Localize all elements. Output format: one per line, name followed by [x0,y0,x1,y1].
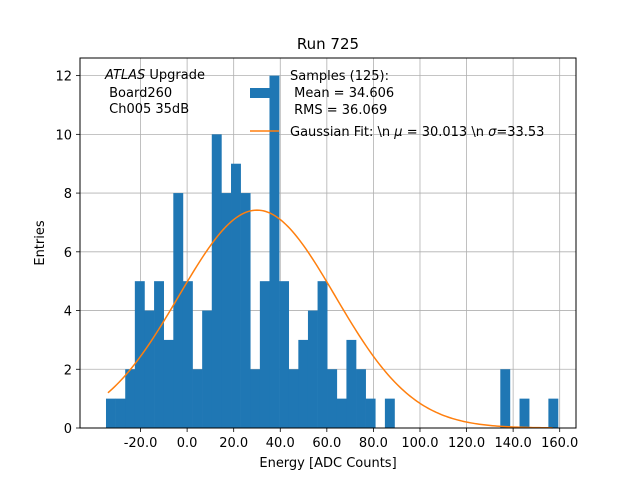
plot-frame [79,57,577,429]
chart-title: Run 725 [297,35,359,53]
histogram-bar [115,398,126,428]
x-tick-label: 20.0 [219,436,248,451]
annotation-board: Board260 [105,86,172,101]
legend-sigma-symbol: σ [488,125,497,140]
histogram-bar [298,339,309,428]
gaussian-fit [107,209,553,429]
histogram-bar [327,369,338,428]
legend-fit-prefix: Gaussian Fit: \n [290,125,394,140]
histogram-bar [192,369,203,428]
histogram-bar [346,339,357,428]
histogram-bar [548,398,559,428]
annotation-experiment-suffix: Upgrade [145,68,205,83]
histogram-bar [259,281,270,428]
x-tick-label: 140.0 [495,436,532,451]
histogram-bar [279,281,290,428]
legend-histogram-swatch [250,88,279,98]
histogram-bar [202,310,213,428]
legend-sigma-value: =33.53 [496,125,544,140]
x-tick-label: 80.0 [359,436,388,451]
x-tick-label: 60.0 [312,436,341,451]
histogram-bar [154,281,164,428]
x-tick-label: 100.0 [401,436,438,451]
gaussian-fit-curve [107,209,553,429]
histogram-bar [250,369,261,428]
histogram-bar [317,281,328,428]
histogram-bar [519,398,530,428]
x-tick-label: 120.0 [448,436,485,451]
histogram-bar [336,398,347,428]
legend-fit-label: Gaussian Fit: \n μ = 30.013 \n σ=33.53 [290,125,544,140]
histogram-bars [105,75,559,428]
x-tick-label: -20.0 [124,436,158,451]
y-tick-label: 4 [64,305,72,320]
y-tick-label: 10 [55,128,72,143]
x-tick-label: 160.0 [541,436,578,451]
y-axis-label: Entries [33,220,48,266]
legend-mu-symbol: μ [393,125,402,140]
histogram-bar [356,369,366,428]
histogram-bar [134,281,145,428]
y-tick-label: 6 [64,246,72,261]
x-tick-label: 40.0 [266,436,295,451]
y-tick-label: 0 [64,422,72,437]
legend-rms-label: RMS = 36.069 [290,103,387,118]
histogram-bar [105,398,116,428]
annotation-channel: Ch005 35dB [105,102,189,117]
histogram-bar [173,193,184,428]
histogram-bar [182,281,193,428]
histogram-bar [307,310,318,428]
annotation-experiment: ATLAS [104,68,145,83]
axis-ticks: -20.0 0.0 20.0 40.0 60.0 80.0 100.0 120.0 140.0 1… [55,70,578,451]
annotation-box: ATLAS Upgrade Board260 Ch005 35dB [104,68,205,117]
histogram-bar [144,310,155,428]
histogram-bar [125,369,136,428]
histogram-bar [211,134,222,428]
annotation-line-1: ATLAS Upgrade [104,68,205,83]
x-axis-label: Energy [ADC Counts] [259,456,396,471]
legend-mu-value: = 30.013 \n [403,125,489,140]
histogram-bar [221,193,232,428]
y-tick-label: 2 [64,363,72,378]
histogram-bar [163,339,174,428]
histogram-bar [365,398,376,428]
histogram-bar [269,75,280,428]
legend-mean-label: Mean = 34.606 [290,86,394,101]
x-tick-label: 0.0 [177,436,198,451]
histogram-bar [500,369,511,428]
y-tick-label: 8 [64,187,72,202]
histogram-bar [231,163,241,428]
histogram-bar [240,193,251,428]
legend-samples-label: Samples (125): [290,69,389,84]
legend: Samples (125): Mean = 34.606 RMS = 36.06… [250,69,544,140]
histogram-bar [384,398,395,428]
y-tick-label: 12 [55,70,72,85]
histogram-bar [288,369,299,428]
